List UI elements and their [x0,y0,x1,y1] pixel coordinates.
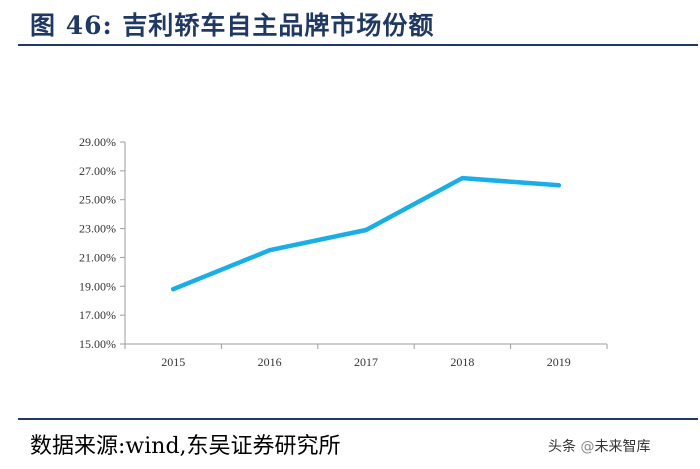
x-tick-label: 2017 [354,355,378,369]
y-tick-label: 15.00% [79,337,116,351]
data-point [267,248,272,253]
title-rule [18,44,698,46]
watermark: 头条 @未来智库 [548,436,650,456]
source-rule [18,418,698,420]
data-point [460,175,465,181]
x-tick-label: 2015 [161,355,185,369]
series-line-0 [170,175,562,292]
y-tick-label: 23.00% [79,222,116,236]
y-tick-label: 25.00% [79,193,116,207]
data-point [556,183,561,188]
watermark-name: 未来智库 [594,439,651,455]
y-tick-label: 29.00% [79,135,116,149]
y-tick-label: 17.00% [79,308,116,322]
series-layer [170,175,562,292]
watermark-separator: @ [576,439,595,455]
figure-title: 图 46: 吉利轿车自主品牌市场份额 [30,11,435,40]
source-note: 数据来源:wind,东吴证券研究所 [30,434,341,459]
data-point [171,286,176,292]
y-tick-label: 19.00% [79,279,116,293]
x-tick-label: 2018 [450,355,474,369]
y-axis: 15.00% 17.00% 19.00% 21.00% 23.00% 25.00% 27.0… [79,135,126,351]
data-point [363,227,369,233]
y-tick-label: 27.00% [79,164,116,178]
x-tick-label: 2016 [258,355,282,369]
x-axis: 2015 2016 2017 2018 2019 [124,343,608,369]
watermark-prefix: 头条 [548,439,576,455]
y-tick-label: 21.00% [79,250,116,264]
x-tick-label: 2019 [547,355,571,369]
